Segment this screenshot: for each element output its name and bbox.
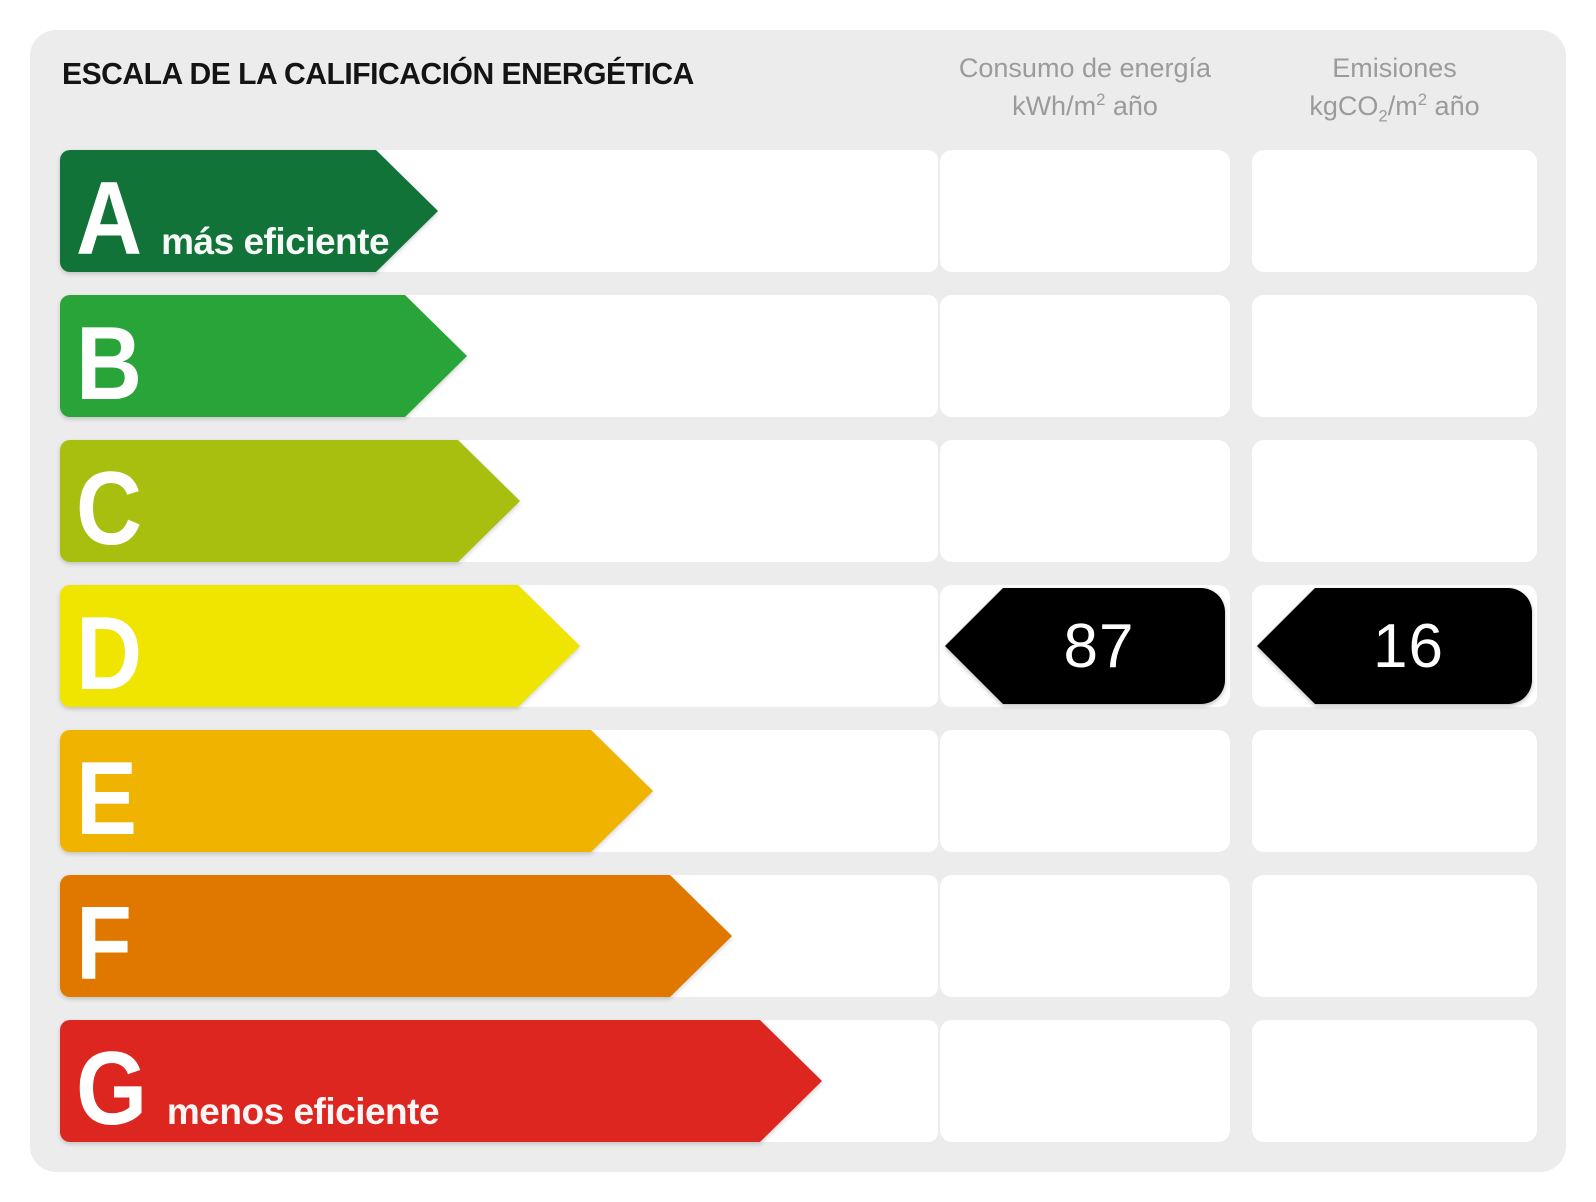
scale-row-e: E: [30, 730, 1566, 852]
grade-letter: C: [76, 451, 143, 567]
scale-row-a: A más eficiente: [30, 150, 1566, 272]
emisiones-value: 16: [1373, 611, 1444, 681]
grade-bar-g: G menos eficiente: [60, 1020, 822, 1142]
grade-bar-c: C: [60, 440, 520, 562]
emisiones-header-line1: Emisiones: [1332, 53, 1457, 83]
emisiones-cell: [1252, 440, 1537, 562]
grade-bar-arrow-f: F: [60, 875, 732, 997]
grade-letter: E: [76, 741, 138, 857]
grade-bar-arrow-g: G menos eficiente: [60, 1020, 822, 1142]
consumo-header-line1: Consumo de energía: [958, 53, 1212, 83]
grade-sublabel: más eficiente: [161, 220, 390, 262]
grade-bar-a: A más eficiente: [60, 150, 438, 272]
grade-bar-arrow-c: C: [60, 440, 520, 562]
emisiones-cell: [1252, 1020, 1537, 1142]
emisiones-header-line2: kgCO2/m2 año: [1309, 89, 1480, 126]
grade-bar-arrow-a: A más eficiente: [60, 150, 438, 272]
scale-row-b: B: [30, 295, 1566, 417]
consumo-cell: [940, 150, 1230, 272]
grade-bar-arrow-e: E: [60, 730, 653, 852]
consumo-header-line2: kWh/m2 año: [1012, 89, 1158, 121]
consumo-cell: [940, 440, 1230, 562]
scale-row-c: C: [30, 440, 1566, 562]
rating-indicator-arrow-emisiones: 16: [1257, 588, 1532, 704]
scale-row-f: F: [30, 875, 1566, 997]
grade-letter: B: [76, 306, 143, 422]
consumo-cell: [940, 295, 1230, 417]
emisiones-cell: [1252, 730, 1537, 852]
emisiones-cell: [1252, 295, 1537, 417]
consumo-cell: [940, 1020, 1230, 1142]
rating-indicator-arrow-consumo: 87: [945, 588, 1225, 704]
grade-letter: D: [76, 596, 143, 712]
grade-letter: G: [76, 1031, 148, 1147]
rating-indicator-emisiones: 16: [1257, 588, 1532, 704]
consumo-cell: [940, 730, 1230, 852]
scale-row-g: G menos eficiente: [30, 1020, 1566, 1142]
emisiones-cell: [1252, 150, 1537, 272]
grade-bar-arrow-b: B: [60, 295, 467, 417]
grade-bar-arrow-d: D: [60, 585, 580, 707]
emisiones-cell: [1252, 875, 1537, 997]
consumo-value: 87: [1063, 611, 1135, 681]
consumo-cell: [940, 875, 1230, 997]
label-panel: ESCALA DE LA CALIFICACIÓN ENERGÉTICA Con…: [30, 30, 1566, 1172]
column-header-consumo: Consumo de energía kWh/m2 año: [940, 50, 1230, 126]
grade-bar-f: F: [60, 875, 732, 997]
grade-letter: F: [76, 886, 132, 1002]
grade-letter: A: [76, 161, 143, 277]
grade-sublabel: menos eficiente: [166, 1090, 440, 1132]
grade-bar-e: E: [60, 730, 653, 852]
grade-bar-b: B: [60, 295, 467, 417]
grade-bar-d: D: [60, 585, 580, 707]
rating-indicator-consumo: 87: [945, 588, 1225, 704]
column-header-emisiones: Emisiones kgCO2/m2 año: [1252, 50, 1537, 128]
page-title: ESCALA DE LA CALIFICACIÓN ENERGÉTICA: [62, 56, 694, 91]
